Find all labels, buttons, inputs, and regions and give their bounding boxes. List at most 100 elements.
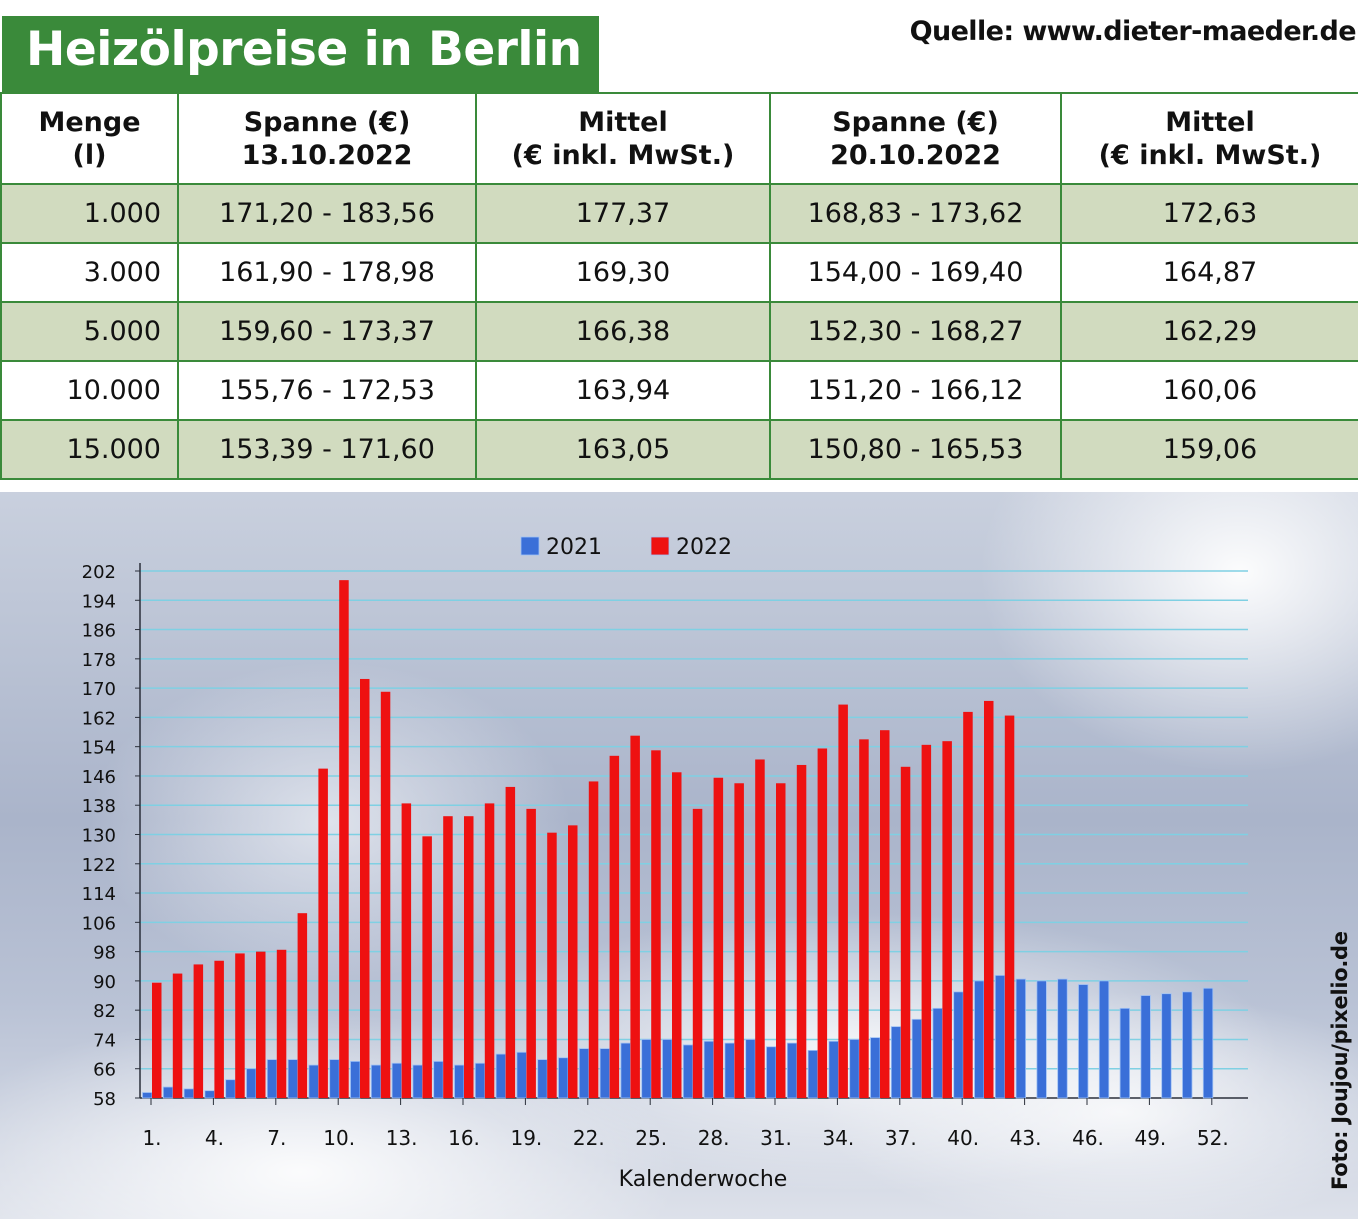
x-tick-label: 52. xyxy=(1197,1126,1229,1150)
bar-2022 xyxy=(443,816,453,1098)
bar-2022 xyxy=(859,739,869,1098)
bar-2021 xyxy=(974,980,985,1099)
table-cell: 3.000 xyxy=(0,242,179,303)
bar-2022 xyxy=(422,836,432,1098)
bar-2022 xyxy=(713,777,724,1098)
legend-label-2021: 2021 xyxy=(546,535,602,560)
bar-2021 xyxy=(599,1048,610,1099)
bar-2022 xyxy=(214,960,224,1098)
bar-2021 xyxy=(641,1039,652,1099)
y-tick-label: 194 xyxy=(82,591,116,612)
bar-2022 xyxy=(526,808,536,1098)
bar-2022 xyxy=(838,704,848,1098)
x-tick-label: 37. xyxy=(885,1126,917,1150)
bar-2022 xyxy=(256,951,266,1098)
header-spanne-1: Spanne (€) 13.10.2022 xyxy=(177,92,477,185)
bar-2022 xyxy=(172,973,183,1098)
bar-2021 xyxy=(766,1046,777,1099)
bar-2021 xyxy=(142,1092,153,1099)
bar-2022 xyxy=(1004,715,1015,1098)
x-tick-label: 7. xyxy=(267,1126,286,1150)
bar-2022 xyxy=(630,735,640,1098)
bar-2021 xyxy=(745,1039,756,1099)
bar-2022 xyxy=(755,759,765,1098)
bar-2021 xyxy=(1078,984,1089,1099)
x-tick-label: 46. xyxy=(1072,1126,1104,1150)
bar-2021 xyxy=(516,1051,527,1099)
bar-2021 xyxy=(183,1088,195,1099)
x-tick-label: 10. xyxy=(323,1126,355,1150)
bar-2021 xyxy=(391,1062,403,1099)
y-tick-label: 90 xyxy=(93,972,116,993)
page-title: Heizölpreise in Berlin xyxy=(26,22,582,77)
table-cell: 161,90 - 178,98 xyxy=(177,242,477,303)
bar-2021 xyxy=(1119,1007,1130,1099)
y-tick-label: 66 xyxy=(93,1060,116,1081)
bar-2022 xyxy=(734,783,744,1098)
bar-2021 xyxy=(578,1048,590,1099)
bar-2021 xyxy=(620,1042,631,1099)
y-tick-label: 114 xyxy=(82,884,116,905)
table-cell: 169,30 xyxy=(475,242,771,303)
x-tick-label: 31. xyxy=(760,1126,792,1150)
bar-2022 xyxy=(505,786,516,1098)
bar-2021 xyxy=(1182,991,1193,1099)
bar-2022 xyxy=(484,803,495,1098)
bar-2022 xyxy=(339,580,349,1098)
bar-2021 xyxy=(828,1040,839,1099)
x-tick-label: 34. xyxy=(822,1126,854,1150)
bar-2022 xyxy=(464,816,474,1098)
bar-2021 xyxy=(204,1090,215,1099)
y-tick-label: 58 xyxy=(93,1089,116,1110)
bar-2021 xyxy=(890,1026,902,1099)
bar-2021 xyxy=(807,1050,818,1099)
x-tick-label: 49. xyxy=(1134,1126,1166,1150)
y-tick-label: 98 xyxy=(93,943,116,964)
y-tick-label: 130 xyxy=(82,826,116,847)
bar-2022 xyxy=(318,768,328,1098)
table-cell: 5.000 xyxy=(0,301,179,362)
chart-area: 58 66 74 82 90 98 106 114 122 130 138 146 154 162 170 1… xyxy=(0,492,1358,1219)
x-tick-label: 40. xyxy=(947,1126,979,1150)
bar-2021 xyxy=(953,991,964,1099)
bar-2022 xyxy=(942,741,952,1098)
bar-2021 xyxy=(1140,995,1151,1099)
y-tick-label: 122 xyxy=(82,855,116,876)
table-cell: 168,83 - 173,62 xyxy=(769,183,1062,244)
bar-2022 xyxy=(235,953,245,1098)
y-tick-label: 74 xyxy=(93,1030,116,1051)
table-cell: 159,06 xyxy=(1060,419,1358,480)
bar-2021 xyxy=(370,1064,382,1099)
bar-2021 xyxy=(287,1059,299,1099)
header-menge: Menge (l) xyxy=(0,92,179,185)
bar-2021 xyxy=(870,1037,881,1099)
x-tick-label: 16. xyxy=(448,1126,480,1150)
bar-2022 xyxy=(152,982,162,1098)
table-cell: 164,87 xyxy=(1060,242,1358,303)
bar-2021 xyxy=(849,1039,860,1099)
bar-2021 xyxy=(246,1068,257,1099)
y-tick-label: 186 xyxy=(82,621,116,642)
bar-2022 xyxy=(360,678,370,1098)
bar-2021 xyxy=(786,1042,798,1099)
x-tick-label: 4. xyxy=(205,1126,224,1150)
bar-2021 xyxy=(703,1040,714,1099)
table-cell: 152,30 - 168,27 xyxy=(769,301,1062,362)
bar-2021 xyxy=(558,1057,569,1099)
bar-2022 xyxy=(692,808,703,1098)
y-tick-label: 202 xyxy=(82,562,116,583)
table-cell: 171,20 - 183,56 xyxy=(177,183,477,244)
bar-2021 xyxy=(266,1059,278,1099)
table-cell: 150,80 - 165,53 xyxy=(769,419,1062,480)
table-cell: 155,76 - 172,53 xyxy=(177,360,477,421)
bar-2021 xyxy=(225,1079,236,1099)
table-cell: 159,60 - 173,37 xyxy=(177,301,477,362)
source-label: Quelle: www.dieter-maeder.de xyxy=(909,16,1357,47)
y-tick-label: 82 xyxy=(93,1001,116,1022)
bar-2022 xyxy=(276,949,287,1098)
bar-chart: 58 66 74 82 90 98 106 114 122 130 138 146 154 162 170 1… xyxy=(82,535,1248,1192)
y-tick-label: 146 xyxy=(82,767,116,788)
x-tick-label: 1. xyxy=(142,1126,161,1150)
legend-swatch-2022 xyxy=(650,536,670,556)
price-table: Menge (l) Spanne (€) 13.10.2022 Mittel (€ i… xyxy=(0,92,1358,480)
